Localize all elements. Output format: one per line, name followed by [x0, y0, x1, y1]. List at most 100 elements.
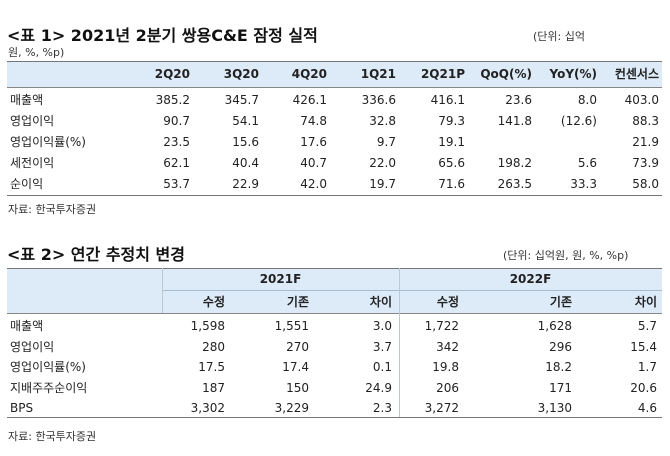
- table1-cell: 74.8: [300, 114, 327, 128]
- table2-row-label: 매출액: [10, 319, 44, 333]
- table2-cell: 3,272: [424, 401, 459, 415]
- table2-cell: 19.8: [432, 360, 459, 374]
- table1-cell: 19.7: [369, 177, 396, 191]
- table2-group-2022f: 2022F: [509, 272, 552, 286]
- table2-cell: 18.2: [545, 360, 572, 374]
- table1-header-cell: 4Q20: [291, 67, 327, 81]
- table2-cell: 171: [549, 380, 572, 395]
- table1-cell: 385.2: [155, 93, 190, 107]
- table1-header-cell: 2Q21P: [420, 67, 465, 81]
- table2-cell: 1,551: [274, 319, 309, 333]
- table1-cell: 17.6: [300, 135, 327, 149]
- table2-cell: 0.1: [372, 360, 392, 374]
- table2-cell: 4.6: [637, 401, 657, 415]
- table1-cell: 71.6: [438, 177, 465, 191]
- table2-cell: 24.9: [365, 380, 392, 395]
- table1-header-cell: YoY(%): [549, 67, 597, 81]
- table2-group-sep: [399, 268, 400, 417]
- table2-source: 자료: 한국투자증권: [8, 430, 97, 443]
- table1-cell: 40.7: [300, 156, 327, 170]
- table2-top-rule: [7, 268, 662, 269]
- table2-cell: 17.5: [198, 360, 225, 374]
- table1-cell: 32.8: [369, 114, 396, 128]
- table1-cell: 53.7: [163, 177, 190, 191]
- table2-cell: 296: [549, 339, 572, 354]
- table2-cell: 3.0: [372, 319, 392, 333]
- table2-cell: 280: [202, 339, 225, 354]
- table1-cell: 9.7: [376, 135, 396, 149]
- table2-cell: 1,598: [190, 319, 225, 333]
- table1-header-cell: 2Q20: [154, 67, 190, 81]
- table1-bottom-rule: [7, 195, 662, 196]
- table2-cell: 1,628: [537, 319, 572, 333]
- table2-cell: 342: [436, 339, 459, 354]
- table2-cell: 17.4: [282, 360, 309, 374]
- table1-cell: 141.8: [497, 114, 532, 128]
- table1-cell: 426.1: [292, 93, 327, 107]
- table2-row-label: BPS: [10, 401, 34, 415]
- table2-header-rule: [7, 313, 662, 314]
- table1: 2Q20 3Q20 4Q20 1Q21 2Q21P QoQ(%) YoY(%) 컨센서스 매출…: [7, 61, 662, 196]
- table1-header-cell: 3Q20: [223, 67, 259, 81]
- table2-cell: 270: [286, 339, 309, 354]
- table2-cell: 3,229: [274, 401, 309, 415]
- table1-cell: 403.0: [624, 93, 659, 107]
- table1-unit: (단위: 십억: [533, 30, 585, 43]
- table2-cell: 3,302: [190, 401, 225, 415]
- table2-subheader-cell: 차이: [634, 295, 657, 309]
- table2-subheader-cell: 기존: [286, 295, 309, 309]
- table2-row-label: 영업이익률(%): [10, 360, 86, 374]
- table2-row-label: 영업이익: [10, 339, 55, 354]
- table1-cell: 416.1: [430, 93, 465, 107]
- table2-cell: 1,722: [424, 319, 459, 333]
- table1-header-cell: 컨센서스: [614, 67, 659, 81]
- table1-cell: 33.3: [570, 177, 597, 191]
- table2-cell: 150: [286, 380, 309, 395]
- table2-cell: 20.6: [630, 380, 657, 395]
- table2-cell: 1.7: [637, 360, 657, 374]
- table1-cell: 40.4: [232, 156, 259, 170]
- table2-group-2021f: 2021F: [259, 272, 302, 286]
- table2-cell: 15.4: [630, 339, 657, 354]
- table2-cell: 2.3: [372, 401, 392, 415]
- table1-cell: 5.6: [577, 156, 597, 170]
- table1-cell: 345.7: [224, 93, 259, 107]
- table1-cell: 21.9: [632, 135, 659, 149]
- table1-cell: 88.3: [632, 114, 659, 128]
- table2-group-rule: [162, 290, 662, 291]
- table1-cell: 23.6: [505, 93, 532, 107]
- table2-subheader-cell: 수정: [202, 295, 225, 309]
- table1-cell: 65.6: [438, 156, 465, 170]
- table2-cell: 206: [436, 380, 459, 395]
- table1-cell: 79.3: [438, 114, 465, 128]
- table1-cell: 263.5: [497, 177, 532, 191]
- table2-cell: 5.7: [637, 319, 657, 333]
- table1-cell: 58.0: [632, 177, 659, 191]
- table1-row-label: 영업이익: [10, 114, 55, 128]
- table1-cell: 22.9: [232, 177, 259, 191]
- table2-cell: 3.7: [372, 339, 392, 354]
- table1-header-cell: QoQ(%): [480, 67, 532, 81]
- table2-subheader-cell: 차이: [369, 295, 392, 309]
- table1-cell: 54.1: [232, 114, 259, 128]
- table1-top-rule: [7, 61, 662, 62]
- table1-cell: 8.0: [577, 93, 597, 107]
- table2-bottom-rule: [7, 417, 662, 418]
- table2-header-sep-left: [162, 268, 163, 313]
- table1-row-label: 세전이익: [10, 156, 55, 170]
- table2: 2021F 2022F 수정 기존 차이 수정 기존 차이 매출액 1,598 1,551 3.…: [7, 268, 662, 418]
- table2-cell: 3,130: [537, 401, 572, 415]
- table1-row-label: 매출액: [10, 93, 44, 107]
- table1-row-label: 순이익: [10, 177, 44, 191]
- table1-cell: 90.7: [163, 114, 190, 128]
- table1-row-label: 영업이익률(%): [10, 135, 86, 149]
- table2-unit: (단위: 십억원, 원, %, %p): [503, 249, 629, 262]
- table1-header-bg: [7, 61, 662, 87]
- table2-title: <표 2> 연간 추정치 변경: [7, 245, 185, 264]
- table2-row-label: 지배주주순이익: [10, 380, 88, 395]
- table2-subheader-cell: 기존: [549, 295, 572, 309]
- table1-cell: 198.2: [497, 156, 532, 170]
- table1-source: 자료: 한국투자증권: [8, 203, 97, 216]
- table1-title: <표 1> 2021년 2분기 쌍용C&E 잠정 실적: [7, 26, 318, 45]
- table1-cell: 336.6: [361, 93, 396, 107]
